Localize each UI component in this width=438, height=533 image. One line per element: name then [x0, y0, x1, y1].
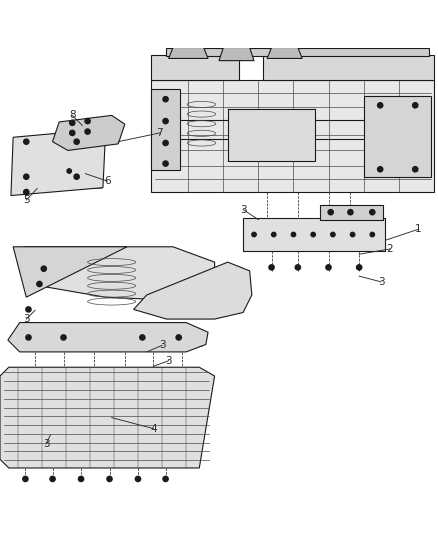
Circle shape	[74, 174, 79, 179]
Polygon shape	[151, 55, 239, 80]
Polygon shape	[219, 47, 254, 61]
Polygon shape	[169, 47, 208, 59]
Circle shape	[67, 169, 71, 173]
Text: 3: 3	[240, 205, 247, 215]
Circle shape	[291, 232, 296, 237]
Polygon shape	[166, 47, 429, 56]
Text: 3: 3	[378, 277, 385, 287]
Polygon shape	[13, 247, 127, 297]
Circle shape	[311, 232, 315, 237]
Circle shape	[413, 167, 418, 172]
Circle shape	[70, 130, 75, 135]
Circle shape	[50, 477, 55, 481]
Circle shape	[37, 281, 42, 287]
Polygon shape	[151, 80, 434, 192]
Polygon shape	[320, 205, 383, 220]
Circle shape	[176, 335, 181, 340]
Circle shape	[41, 266, 46, 271]
Circle shape	[26, 307, 31, 312]
Text: 3: 3	[23, 314, 30, 324]
Circle shape	[135, 477, 141, 481]
Text: 5: 5	[23, 195, 30, 205]
Circle shape	[331, 232, 335, 237]
Text: 7: 7	[156, 128, 163, 138]
Polygon shape	[134, 262, 252, 319]
Polygon shape	[11, 131, 105, 196]
Polygon shape	[53, 115, 125, 150]
Polygon shape	[0, 367, 215, 468]
Polygon shape	[20, 247, 215, 300]
Circle shape	[328, 209, 333, 215]
Circle shape	[107, 477, 112, 481]
Circle shape	[326, 265, 331, 270]
Text: 4: 4	[150, 424, 157, 433]
Circle shape	[26, 335, 31, 340]
Circle shape	[378, 103, 383, 108]
Polygon shape	[8, 322, 208, 352]
Text: 3: 3	[165, 356, 172, 366]
Polygon shape	[267, 47, 302, 59]
Circle shape	[24, 189, 29, 195]
Circle shape	[378, 167, 383, 172]
Circle shape	[370, 232, 374, 237]
Circle shape	[78, 477, 84, 481]
Text: 6: 6	[104, 176, 111, 186]
Circle shape	[85, 118, 90, 124]
Text: 8: 8	[69, 110, 76, 120]
Polygon shape	[228, 109, 315, 161]
Polygon shape	[151, 89, 180, 170]
Circle shape	[252, 232, 256, 237]
Circle shape	[24, 174, 29, 179]
Text: 3: 3	[42, 439, 49, 449]
Circle shape	[74, 139, 79, 144]
Circle shape	[140, 335, 145, 340]
Circle shape	[61, 335, 66, 340]
Circle shape	[269, 265, 274, 270]
Text: 3: 3	[159, 341, 166, 350]
Text: 1: 1	[415, 224, 422, 235]
Polygon shape	[263, 55, 434, 80]
Circle shape	[272, 232, 276, 237]
Circle shape	[163, 118, 168, 124]
Polygon shape	[364, 96, 431, 177]
Circle shape	[85, 129, 90, 134]
Circle shape	[348, 209, 353, 215]
Circle shape	[370, 209, 375, 215]
Circle shape	[163, 140, 168, 146]
Circle shape	[70, 120, 75, 125]
Circle shape	[163, 161, 168, 166]
Circle shape	[350, 232, 355, 237]
Circle shape	[295, 265, 300, 270]
Text: 2: 2	[386, 244, 393, 254]
Circle shape	[163, 477, 168, 481]
Circle shape	[413, 103, 418, 108]
Circle shape	[357, 265, 362, 270]
Circle shape	[23, 477, 28, 481]
Circle shape	[24, 139, 29, 144]
Polygon shape	[243, 219, 385, 251]
Circle shape	[163, 96, 168, 102]
